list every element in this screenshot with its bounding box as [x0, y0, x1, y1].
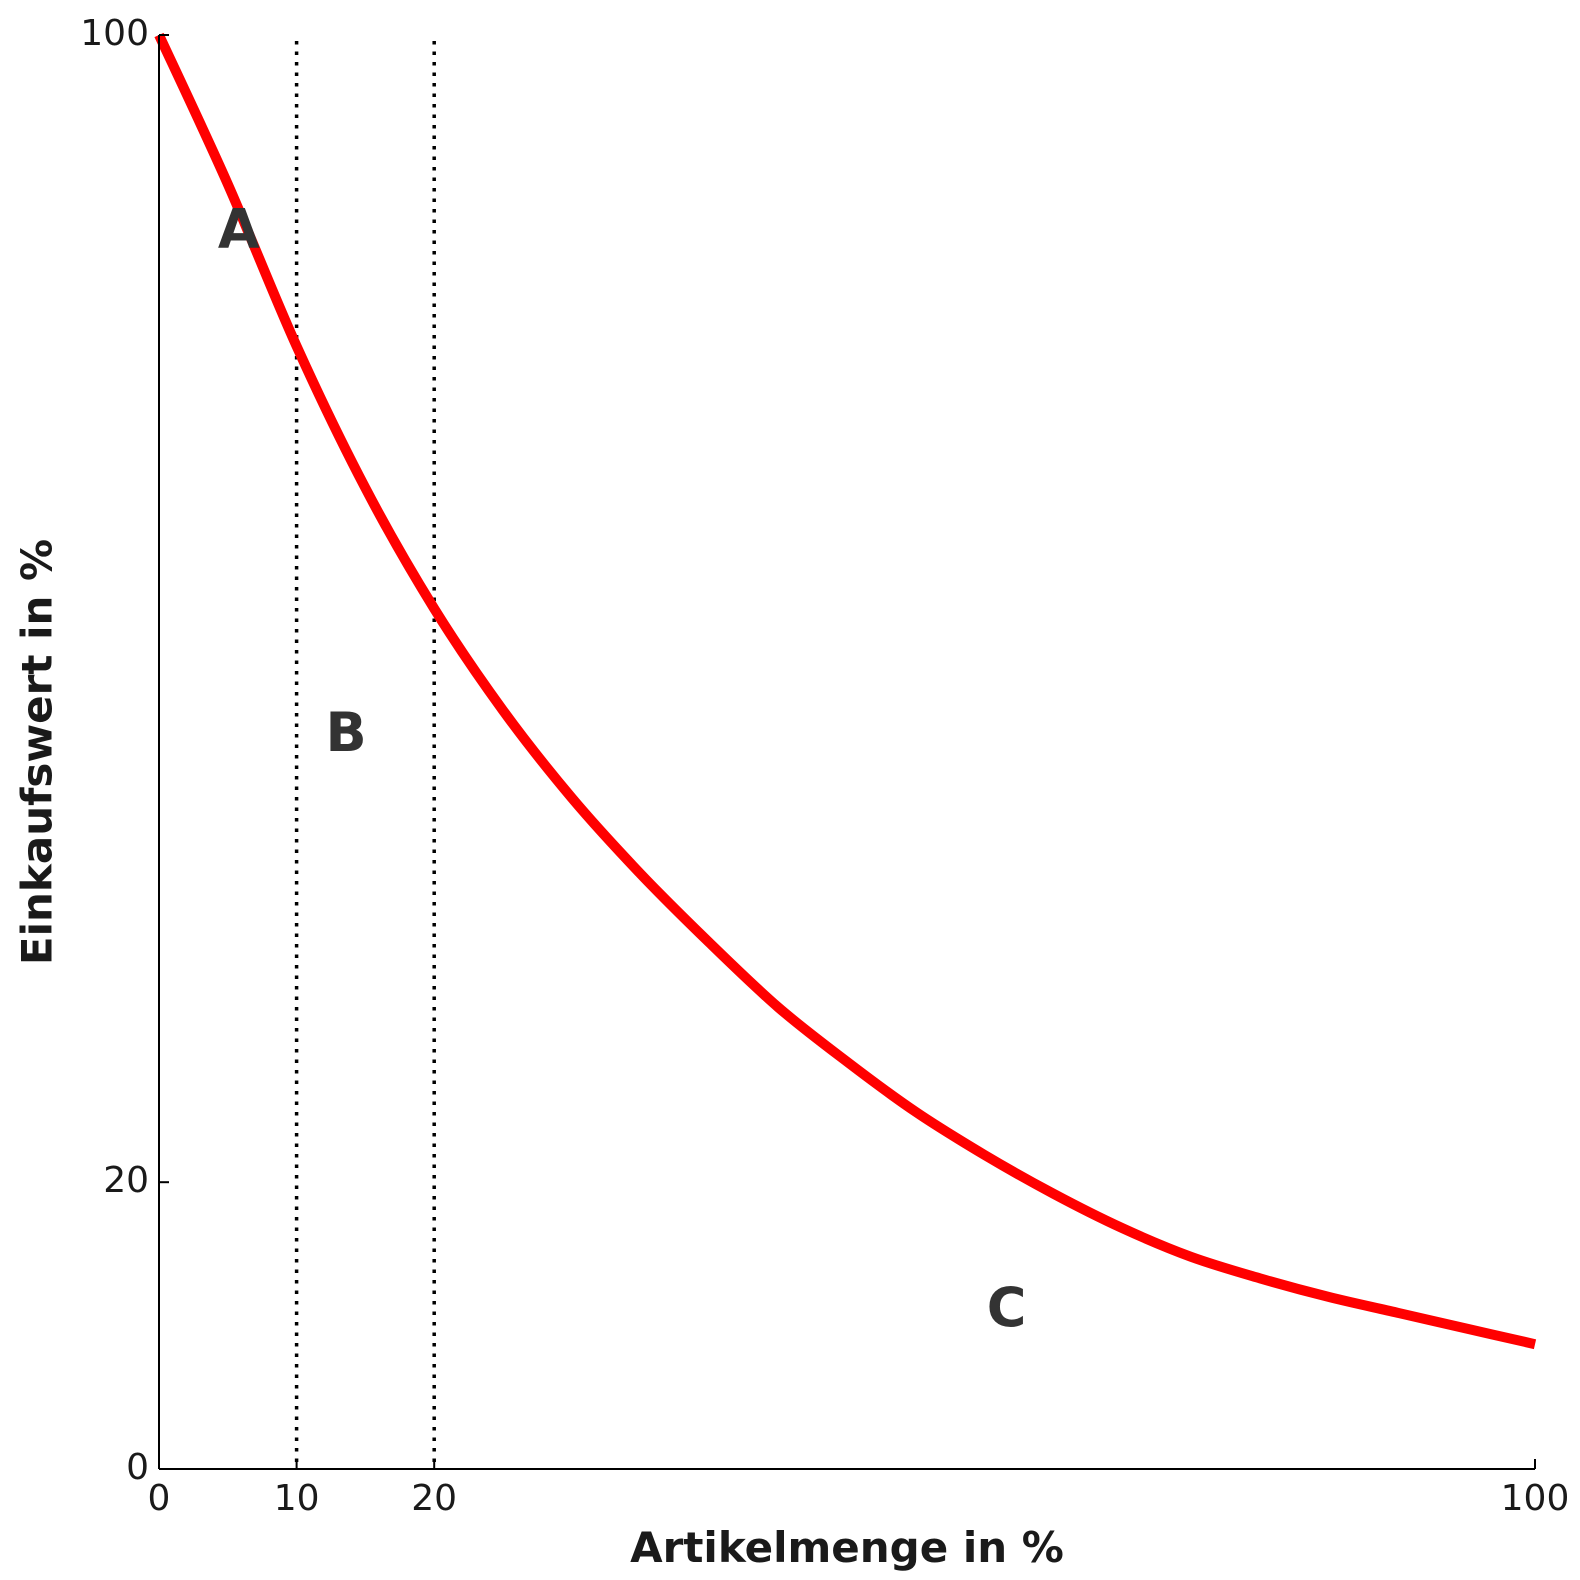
x-axis-label: Artikelmenge in %	[630, 1523, 1064, 1572]
y-axis-label: Einkaufswert in %	[13, 539, 62, 965]
y-tick-label: 20	[103, 1160, 149, 1201]
series-line-0	[154, 32, 1537, 1350]
region-label-c: C	[987, 1276, 1027, 1339]
region-label-b: B	[326, 701, 367, 764]
y-tick-label: 100	[80, 13, 149, 54]
region-labels: A B C	[218, 198, 1027, 1339]
x-tick-label: 100	[1501, 1478, 1570, 1519]
region-label-a: A	[218, 198, 260, 261]
y-tick-label: 0	[126, 1447, 149, 1488]
x-tick-label: 0	[148, 1478, 171, 1519]
ticks: 0 10 20 100 0 20 100	[80, 13, 1569, 1519]
plot-area	[154, 32, 1537, 1469]
x-tick-label: 10	[274, 1478, 320, 1519]
axes	[158, 35, 1535, 1470]
x-tick-label: 20	[411, 1478, 457, 1519]
